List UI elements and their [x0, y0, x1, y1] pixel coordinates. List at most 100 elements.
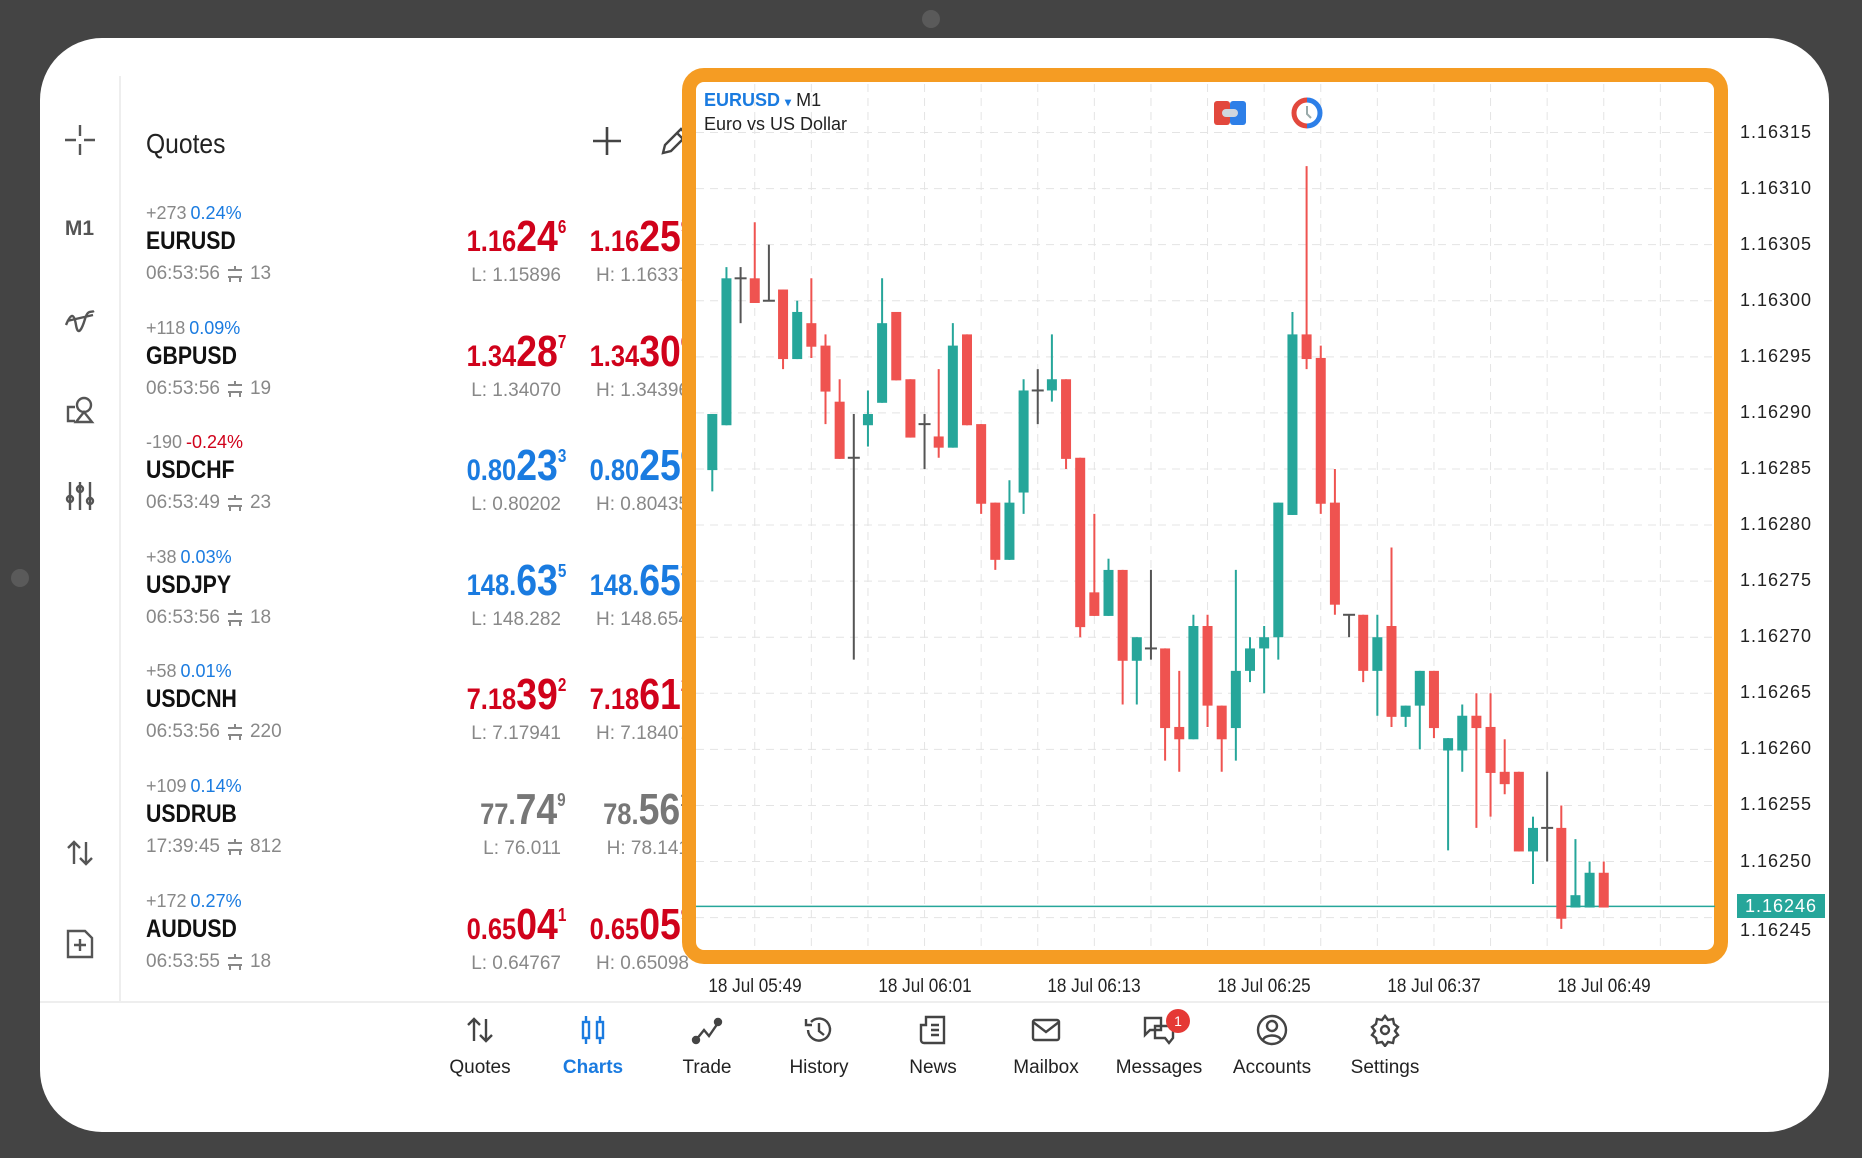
bid-fraction: 9: [557, 790, 566, 810]
settings-icon: [1370, 1014, 1400, 1047]
change-points: +118: [146, 317, 186, 338]
nav-label: History: [789, 1057, 849, 1078]
ask-prefix: 7.18: [589, 683, 639, 717]
candle-body: [1315, 357, 1326, 504]
bid-price[interactable]: 0.65041: [466, 902, 566, 947]
bid-fraction: 5: [557, 560, 566, 581]
nav-quotes[interactable]: Quotes: [425, 1013, 535, 1079]
bid-price[interactable]: 148.635: [466, 558, 566, 603]
mailbox-icon: [1031, 1018, 1061, 1042]
quote-row[interactable]: +58 0.01% USDCNH 06:53:56 220 7.18392 7.18…: [121, 661, 689, 775]
bid-pips: 39: [515, 670, 558, 720]
price-tick: 1.16290: [1740, 401, 1813, 422]
nav-label: Settings: [1350, 1057, 1420, 1078]
quote-time-spread: 06:53:56 220: [146, 721, 282, 743]
price-tick: 1.16265: [1740, 682, 1813, 703]
day-low: L: 1.15896: [471, 265, 561, 286]
bid-price[interactable]: 77.749: [480, 788, 566, 832]
price-tick: 1.16245: [1740, 920, 1813, 941]
candle-body: [905, 379, 916, 438]
spread-icon: [227, 953, 242, 970]
quote-row[interactable]: -190 -0.24% USDCHF 06:53:49 23 0.80233 0.8…: [121, 432, 689, 546]
candle-body: [820, 345, 831, 392]
nav-news[interactable]: News: [878, 1013, 988, 1079]
timeframe-label: M1: [64, 217, 95, 240]
nav-label: Quotes: [449, 1057, 511, 1078]
candle-body: [1061, 379, 1072, 459]
spread-icon: [227, 380, 242, 397]
objects-icon: [66, 396, 94, 424]
candle-body: [834, 401, 845, 459]
candle-body: [862, 414, 873, 426]
nav-label: Messages: [1115, 1057, 1203, 1078]
one-click-trading-icon[interactable]: [1213, 98, 1247, 128]
objects-button[interactable]: [40, 390, 119, 430]
quote-time: 06:53:56: [146, 263, 220, 284]
spread-icon: [227, 724, 242, 741]
day-high: H: 0.80435: [596, 494, 689, 516]
chart-symbol-selector[interactable]: EURUSD ▾ M1: [704, 90, 821, 113]
unread-badge: 1: [1166, 1009, 1190, 1033]
candle-body: [1174, 726, 1185, 740]
nav-label: News: [909, 1057, 957, 1078]
quote-time: 06:53:56: [146, 377, 220, 399]
candle-body: [1273, 502, 1284, 638]
change-points: +172: [146, 890, 187, 911]
day-high: H: 148.654: [596, 608, 689, 630]
spread-icon: [227, 609, 242, 626]
indicators-button[interactable]: [40, 298, 119, 338]
bid-price[interactable]: 7.18392: [466, 673, 566, 717]
bid-price[interactable]: 1.16246: [466, 215, 566, 259]
new-order-button[interactable]: [40, 924, 119, 964]
candle-body: [1004, 502, 1015, 560]
bid-fraction: 2: [557, 675, 566, 696]
candle-body: [1386, 626, 1397, 717]
ask-price[interactable]: 1.16259: [589, 215, 689, 259]
quote-time-spread: 17:39:45 812: [146, 836, 282, 858]
nav-messages[interactable]: Messages 1: [1104, 1009, 1214, 1079]
price-tick: 1.16250: [1740, 850, 1813, 871]
trade-button[interactable]: [40, 833, 119, 873]
ask-price[interactable]: 0.80256: [589, 444, 689, 488]
day-high: H: 7.18407: [596, 723, 689, 745]
candle-body: [1556, 827, 1567, 919]
change-points: +273: [146, 203, 187, 223]
candle-body: [976, 424, 987, 504]
day-low: L: 7.17941: [471, 723, 561, 745]
quote-row[interactable]: +273 0.24% EURUSD 06:53:56 13 1.16246 1.16…: [121, 203, 689, 317]
timeframe-button[interactable]: M1: [40, 209, 119, 249]
nav-settings[interactable]: Settings: [1330, 1013, 1440, 1079]
nav-charts[interactable]: Charts: [538, 1013, 648, 1079]
nav-trade[interactable]: Trade: [652, 1013, 762, 1079]
time-tick: 18 Jul 06:01: [877, 976, 972, 997]
price-tick: 1.16280: [1740, 514, 1813, 535]
bid-fraction: 3: [557, 446, 566, 467]
nav-label: Accounts: [1232, 1057, 1312, 1078]
add-symbol-icon[interactable]: [590, 124, 624, 158]
nav-history[interactable]: History: [764, 1013, 874, 1079]
bid-price[interactable]: 1.34287: [466, 329, 566, 374]
settings-sliders-icon: [65, 482, 94, 510]
market-clock-icon[interactable]: [1290, 96, 1324, 130]
time-tick: 18 Jul 06:49: [1557, 976, 1651, 997]
candle-body: [1131, 637, 1142, 661]
chart-settings-button[interactable]: [40, 476, 119, 516]
candle-body: [933, 436, 944, 448]
spread-icon: [227, 266, 242, 282]
candlestick-chart[interactable]: [40, 38, 1829, 1132]
quote-time: 06:53:49: [146, 492, 220, 514]
ask-pips: 05: [638, 899, 681, 949]
symbol-name: USDJPY: [146, 570, 232, 599]
crosshair-button[interactable]: [40, 120, 119, 160]
bid-price[interactable]: 0.80233: [466, 444, 566, 488]
quote-row[interactable]: +38 0.03% USDJPY 06:53:56 18 148.635 148.6…: [121, 547, 689, 661]
indicators-icon: [64, 309, 95, 333]
quote-time-spread: 06:53:56 19: [146, 378, 271, 400]
quote-row[interactable]: +118 0.09% GBPUSD 06:53:56 19 1.34287 1.34…: [121, 317, 689, 432]
candle-body: [1443, 738, 1454, 751]
nav-accounts[interactable]: Accounts: [1217, 1013, 1327, 1079]
ask-pips: 56: [638, 785, 681, 834]
chart-highlight-frame: [682, 68, 1728, 964]
nav-mailbox[interactable]: Mailbox: [991, 1013, 1101, 1079]
candle-body: [1046, 379, 1057, 391]
